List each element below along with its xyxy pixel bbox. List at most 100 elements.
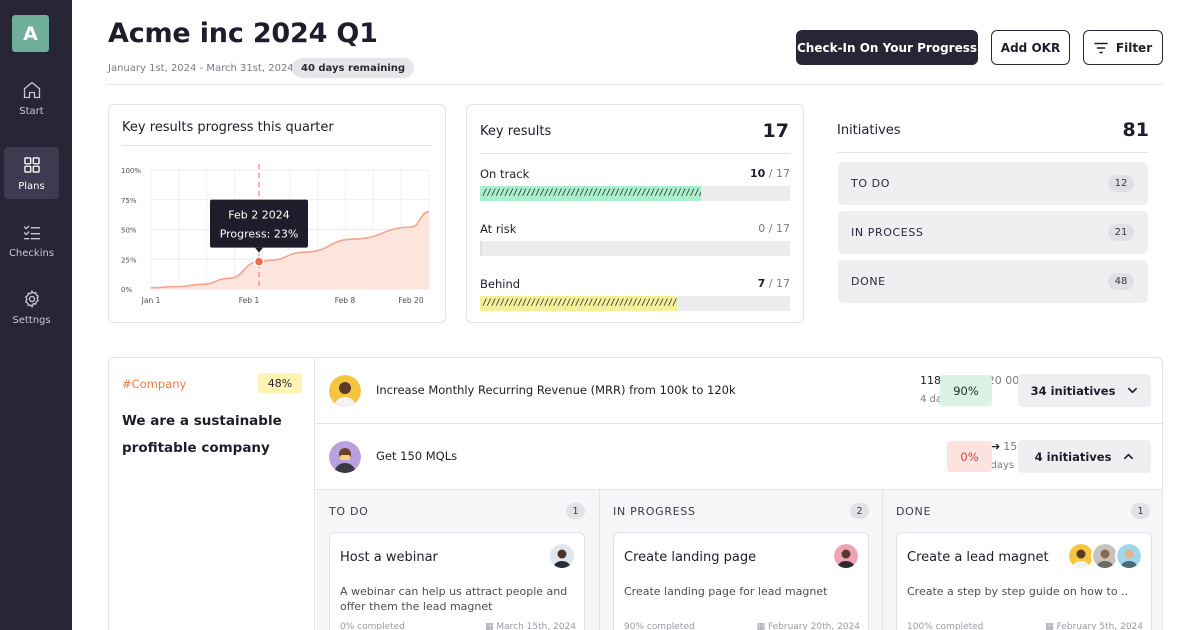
owner-avatar bbox=[329, 375, 361, 407]
chart-series-line bbox=[150, 210, 430, 289]
gear-icon bbox=[24, 289, 39, 308]
card-divider bbox=[838, 152, 1148, 153]
initiative-title: Host a webinar bbox=[340, 550, 438, 565]
initiatives-title: Initiatives bbox=[837, 123, 901, 138]
arrow-right-icon: ➔ bbox=[991, 440, 1001, 453]
sidebar-item-label: Checkins bbox=[8, 247, 55, 259]
chart-y-tick-label: 100% bbox=[121, 167, 141, 175]
avatar-body bbox=[837, 561, 855, 568]
filter-button[interactable]: Filter bbox=[1083, 30, 1163, 65]
initiative-meta: 90% completed ▦ February 20th, 2024 bbox=[624, 622, 860, 630]
objective-title[interactable]: We are a sustainable profitable company bbox=[122, 413, 282, 456]
initiative-status-done[interactable]: DONE 48 bbox=[838, 260, 1148, 303]
sidebar-item-plans[interactable]: Plans bbox=[4, 147, 59, 199]
initiative-status-label: TO DO bbox=[851, 177, 891, 190]
avatar-body bbox=[553, 561, 571, 568]
sidebar-item-checkins[interactable]: Checkins bbox=[4, 214, 59, 266]
initiative-status-label: IN PROCESS bbox=[851, 226, 924, 239]
avatar-image bbox=[1093, 544, 1117, 568]
initiative-due-date-value: March 15th, 2024 bbox=[496, 622, 576, 630]
workspace-logo[interactable]: A bbox=[12, 15, 49, 52]
kr-status-bar: ////////////////////////////////////////… bbox=[480, 296, 790, 311]
kr-status-count: 10 / 17 bbox=[750, 167, 790, 180]
chart-x-tick-label: Feb 8 bbox=[335, 296, 356, 305]
initiatives-toggle-button[interactable]: 34 initiatives bbox=[1018, 374, 1151, 407]
sidebar-item-label: Plans bbox=[18, 180, 45, 192]
key-results-card: Key results 17 On track 10 / 17 ////////… bbox=[466, 104, 804, 323]
sidebar-item-settings[interactable]: Settngs bbox=[4, 281, 59, 333]
filter-icon bbox=[1094, 42, 1108, 53]
key-result-updated: 2 days ago bbox=[981, 460, 1036, 471]
kr-status-count-value: 7 bbox=[757, 277, 766, 290]
chart-y-tick-label: 75% bbox=[121, 197, 137, 205]
check-in-button[interactable]: Check-In On Your Progress bbox=[796, 30, 978, 65]
kr-status-bar bbox=[480, 241, 790, 256]
calendar-icon: ▦ bbox=[1045, 622, 1057, 630]
avatar-body bbox=[1120, 561, 1138, 568]
progress-chart-card: Key results progress this quarter 100% 75… bbox=[108, 104, 446, 323]
chart-tooltip-date: Feb 2 2024 bbox=[228, 209, 289, 222]
initiative-description: Create landing page for lead magnet bbox=[624, 585, 828, 598]
initiative-status-todo[interactable]: TO DO 12 bbox=[838, 162, 1148, 205]
sidebar-item-start[interactable]: Start bbox=[4, 72, 59, 124]
chart-tooltip-value: Progress: 23% bbox=[220, 228, 299, 241]
kr-status-bar-fill: ////////////////////////////////////////… bbox=[480, 296, 678, 311]
kr-status-bar: ////////////////////////////////////////… bbox=[480, 186, 790, 201]
board-column-todo: TO DO 1 Host a webinar A webinar can hel… bbox=[316, 490, 599, 630]
initiative-completion: 90% completed bbox=[624, 622, 695, 630]
chart-x-tick-label: Jan 1 bbox=[141, 296, 161, 305]
progress-chart: 100% 75% 50% 25% 0% Jan 1 Feb 1 Feb 8 Feb 20 Feb … bbox=[121, 164, 430, 305]
avatar-image bbox=[329, 441, 361, 473]
initiative-card[interactable]: Host a webinar A webinar can help us att… bbox=[329, 532, 585, 630]
sidebar-item-label: Start bbox=[19, 105, 44, 117]
initiative-card[interactable]: Create a lead magnet Create a step by st… bbox=[896, 532, 1152, 630]
initiatives-toggle-button[interactable]: 4 initiatives bbox=[1018, 440, 1151, 473]
initiative-status-label: DONE bbox=[851, 275, 886, 288]
avatar-image bbox=[329, 375, 361, 407]
avatar-head bbox=[557, 549, 567, 559]
key-result-row[interactable]: Increase Monthly Recurring Revenue (MRR)… bbox=[316, 358, 1162, 424]
sidebar-item-label: Settngs bbox=[12, 314, 51, 326]
chevron-down-icon bbox=[1128, 387, 1138, 394]
avatar-image bbox=[550, 544, 574, 568]
initiative-completion: 100% completed bbox=[907, 622, 984, 630]
key-result-progress: 0% bbox=[947, 441, 992, 472]
key-result-title: Increase Monthly Recurring Revenue (MRR)… bbox=[376, 383, 736, 397]
column-title: DONE bbox=[896, 505, 932, 518]
key-result-row[interactable]: Get 150 MQLs 0➔150 2 days ago 0% 4 initi… bbox=[316, 424, 1162, 490]
avatar-body bbox=[1096, 561, 1114, 568]
chart-x-tick-label: Feb 20 bbox=[398, 296, 423, 305]
kr-status-count-total: / 17 bbox=[768, 277, 790, 290]
home-icon bbox=[23, 81, 40, 98]
avatar-image bbox=[834, 544, 858, 568]
checklist-icon bbox=[23, 225, 40, 239]
initiative-title: Create landing page bbox=[624, 550, 757, 565]
sidebar: A Start Plans Checkins Settngs bbox=[0, 0, 72, 630]
chart-divider bbox=[122, 145, 432, 146]
board-column-in-progress: IN PROGRESS 2 Create landing page Create… bbox=[599, 490, 882, 630]
assignee-avatar bbox=[832, 542, 860, 570]
initiative-due-date: ▦ February 5th, 2024 bbox=[1045, 622, 1143, 630]
initiative-card[interactable]: Create landing page Create landing page … bbox=[613, 532, 869, 630]
kr-status-count-value: 10 bbox=[749, 167, 766, 180]
avatar-head bbox=[1124, 549, 1134, 559]
chart-y-tick-label: 25% bbox=[121, 256, 137, 264]
initiative-due-date-value: February 5th, 2024 bbox=[1056, 622, 1143, 630]
initiative-meta: 100% completed ▦ February 5th, 2024 bbox=[907, 622, 1143, 630]
initiative-status-in-process[interactable]: IN PROCESS 21 bbox=[838, 211, 1148, 254]
avatar-image bbox=[1069, 544, 1093, 568]
assignee-avatar bbox=[548, 542, 576, 570]
key-results-total: 17 bbox=[762, 120, 789, 142]
avatar-body bbox=[1072, 561, 1090, 568]
avatar-body bbox=[334, 463, 356, 473]
initiatives-total: 81 bbox=[1122, 119, 1149, 141]
objective-tag[interactable]: #Company bbox=[122, 377, 187, 391]
chart-title: Key results progress this quarter bbox=[122, 120, 334, 135]
initiatives-toggle-label: 34 initiatives bbox=[1030, 383, 1116, 398]
column-count: 2 bbox=[850, 503, 869, 519]
owner-avatar bbox=[329, 441, 361, 473]
avatar-body bbox=[334, 397, 356, 407]
add-okr-button[interactable]: Add OKR bbox=[991, 30, 1070, 65]
chart-tooltip bbox=[210, 199, 308, 248]
initiative-title: Create a lead magnet bbox=[907, 550, 1049, 565]
